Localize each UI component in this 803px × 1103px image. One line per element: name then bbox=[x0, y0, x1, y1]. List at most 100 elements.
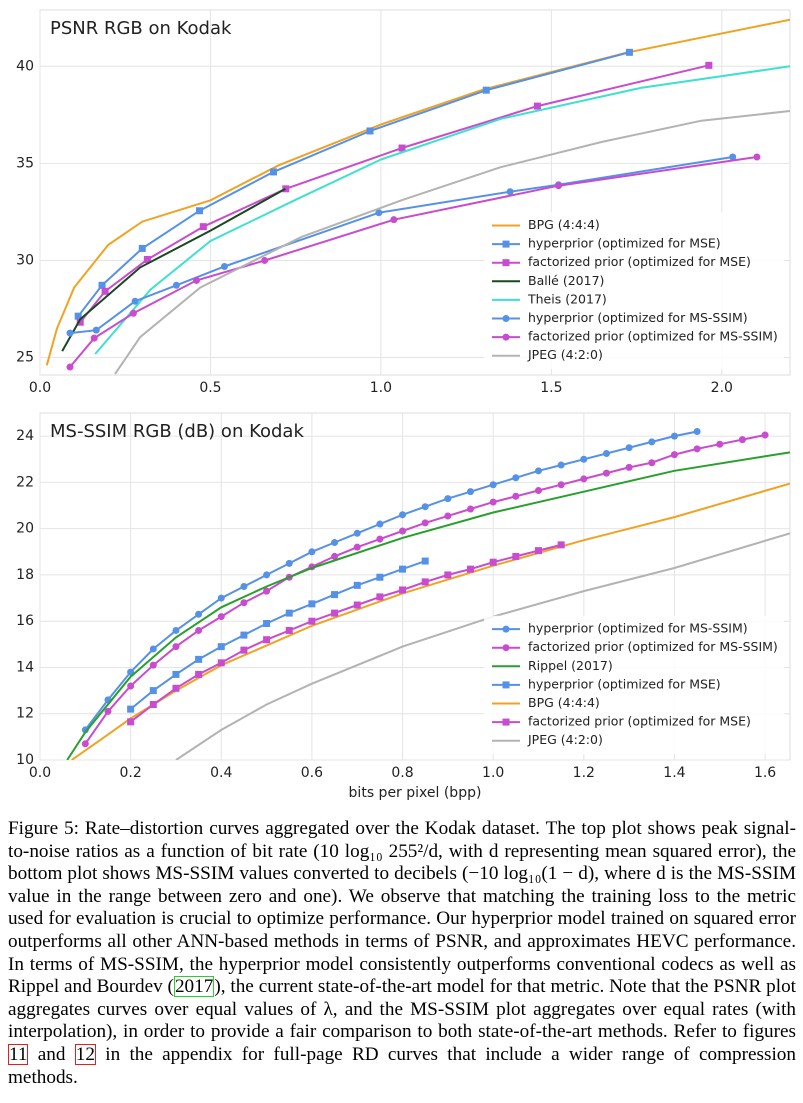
square-marker bbox=[625, 48, 633, 56]
series-line bbox=[77, 51, 630, 317]
square-marker bbox=[534, 547, 542, 555]
chart-title: MS-SSIM RGB (dB) on Kodak bbox=[50, 421, 304, 442]
circle-marker bbox=[375, 209, 383, 217]
square-marker bbox=[217, 659, 225, 667]
square-marker bbox=[101, 287, 109, 295]
square-marker bbox=[270, 168, 278, 176]
circle-marker bbox=[308, 548, 316, 556]
citation-link[interactable]: 2017 bbox=[173, 976, 215, 998]
circle-marker bbox=[467, 505, 475, 513]
y-tick-label: 10 bbox=[16, 752, 34, 768]
caption: Figure 5: Rate–distortion curves aggrega… bbox=[8, 818, 796, 1089]
circle-marker bbox=[716, 440, 724, 448]
square-marker bbox=[512, 552, 520, 560]
square-marker bbox=[149, 700, 157, 708]
circle-marker bbox=[172, 643, 180, 651]
series-line bbox=[84, 430, 698, 731]
circle-marker bbox=[489, 481, 497, 489]
series-line bbox=[66, 451, 790, 760]
square-marker bbox=[199, 223, 207, 231]
circle-marker bbox=[353, 543, 361, 551]
series-line bbox=[79, 64, 710, 323]
circle-marker bbox=[502, 333, 510, 341]
circle-marker bbox=[444, 495, 452, 503]
circle-marker bbox=[421, 519, 429, 527]
circle-marker bbox=[376, 535, 384, 543]
square-marker bbox=[705, 61, 713, 69]
square-marker bbox=[557, 541, 565, 549]
legend: BPG (4:4:4) hyperprior (optimized for MSE… bbox=[484, 212, 784, 369]
square-marker bbox=[217, 643, 225, 651]
legend-label: Theis (2017) bbox=[527, 291, 607, 306]
circle-marker bbox=[512, 474, 520, 482]
y-tick-label: 12 bbox=[16, 706, 34, 722]
circle-marker bbox=[421, 503, 429, 511]
y-tick-label: 25 bbox=[16, 350, 34, 366]
y-tick-label: 14 bbox=[16, 659, 34, 675]
circle-marker bbox=[555, 182, 563, 190]
square-marker bbox=[195, 655, 203, 663]
y-tick-label: 24 bbox=[16, 428, 34, 444]
circle-marker bbox=[192, 276, 200, 284]
legend-label: factorized prior (optimized for MSE) bbox=[528, 254, 751, 269]
square-marker bbox=[502, 240, 510, 248]
circle-marker bbox=[602, 449, 610, 457]
caption-text: in the appendix for full-page RD curves … bbox=[8, 1043, 796, 1088]
square-marker bbox=[489, 558, 497, 566]
circle-marker bbox=[90, 334, 98, 342]
x-tick-label: 0.6 bbox=[301, 765, 323, 781]
circle-marker bbox=[502, 315, 510, 322]
legend-label: BPG (4:4:4) bbox=[528, 217, 600, 232]
circle-marker bbox=[129, 309, 137, 317]
square-marker bbox=[421, 557, 429, 565]
circle-marker bbox=[489, 498, 497, 506]
legend-label: factorized prior (optimized for MS-SSIM) bbox=[528, 329, 778, 344]
circle-marker bbox=[66, 363, 74, 371]
circle-marker bbox=[331, 552, 339, 560]
circle-marker bbox=[761, 431, 769, 439]
square-marker bbox=[399, 586, 407, 594]
circle-marker bbox=[331, 539, 339, 547]
circle-marker bbox=[738, 436, 746, 444]
circle-marker bbox=[399, 527, 407, 535]
figure-link[interactable]: 11 bbox=[8, 1043, 29, 1065]
square-marker bbox=[263, 620, 271, 628]
circle-marker bbox=[502, 625, 510, 633]
circle-marker bbox=[648, 438, 656, 446]
legend-label: factorized prior (optimized for MSE) bbox=[528, 714, 751, 729]
square-marker bbox=[376, 573, 384, 581]
plot: 10 12 14 16 18 20 22 24 0.0 0.2 0.4 0.6 0.8 1.0 1.2 1.4… bbox=[16, 412, 791, 801]
circle-marker bbox=[66, 329, 74, 337]
circle-marker bbox=[506, 188, 514, 196]
square-marker bbox=[127, 705, 135, 713]
y-tick-label: 20 bbox=[16, 521, 34, 537]
figure-link[interactable]: 12 bbox=[74, 1043, 96, 1065]
x-axis-label: bits per pixel (bpp) bbox=[349, 785, 482, 801]
series-line bbox=[114, 110, 790, 375]
series-group bbox=[66, 428, 790, 760]
x-tick-label: 1.4 bbox=[663, 765, 685, 781]
x-tick-label: 1.0 bbox=[482, 765, 504, 781]
square-marker bbox=[502, 259, 510, 267]
series-line bbox=[175, 532, 790, 760]
x-tick-label: 0.0 bbox=[29, 765, 51, 781]
series-line bbox=[69, 156, 758, 368]
legend-label: BPG (4:4:4) bbox=[528, 695, 600, 710]
x-tick-label: 1.5 bbox=[540, 380, 562, 396]
square-marker bbox=[502, 718, 510, 726]
circle-marker bbox=[81, 740, 89, 748]
circle-marker bbox=[729, 153, 737, 161]
square-marker bbox=[308, 600, 316, 608]
square-marker bbox=[353, 581, 361, 589]
square-marker bbox=[366, 127, 374, 135]
circle-marker bbox=[353, 529, 361, 537]
circle-marker bbox=[753, 153, 761, 161]
circle-marker bbox=[399, 511, 407, 519]
square-marker bbox=[353, 601, 361, 609]
square-marker bbox=[76, 318, 84, 326]
circle-marker bbox=[195, 626, 203, 634]
square-marker bbox=[399, 565, 407, 573]
square-marker bbox=[143, 255, 151, 263]
circle-marker bbox=[670, 451, 678, 459]
